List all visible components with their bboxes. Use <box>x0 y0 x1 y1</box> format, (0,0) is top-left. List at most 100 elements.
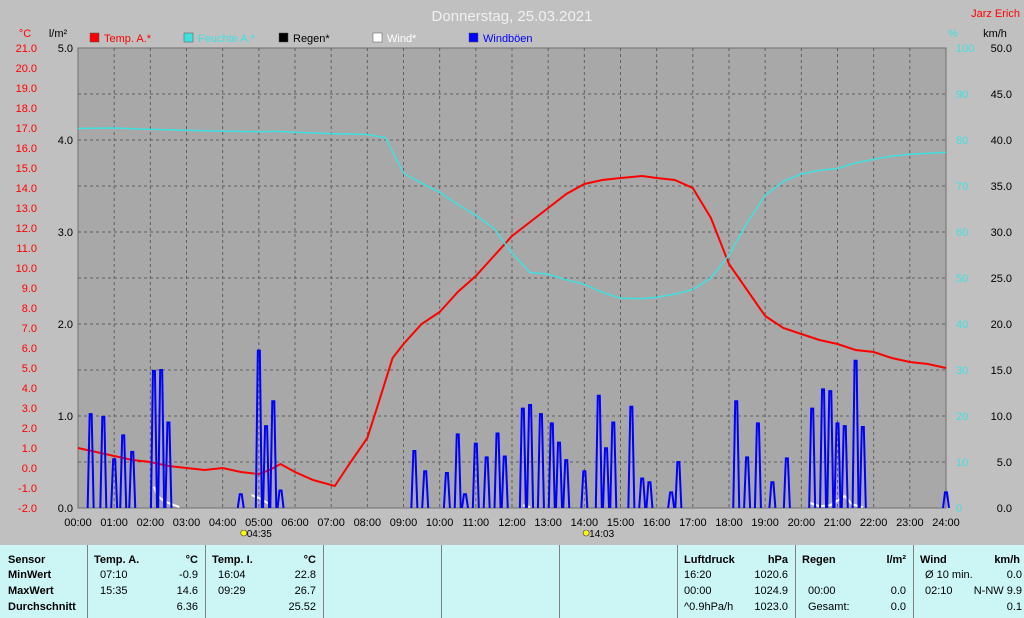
divider <box>913 545 914 618</box>
wind-tick-label: 40.0 <box>991 135 1012 147</box>
wind-gust-spike <box>942 491 950 509</box>
wind-gust-spike <box>594 394 603 509</box>
weather-chart: Donnerstag, 25.03.2021 Jarz Erich °C l/m… <box>16 8 1020 540</box>
divider <box>795 545 796 618</box>
stat-ta-val: 6.36 <box>176 601 198 613</box>
wind-gust-spike <box>262 425 271 509</box>
wind-gust-spike <box>110 458 119 509</box>
temp-tick-label: 3.0 <box>22 403 37 415</box>
wind-gust-spike <box>674 461 683 509</box>
wind-gust-spike <box>580 470 589 509</box>
rain-tick-label: 3.0 <box>58 227 73 239</box>
temp-tick-label: 20.0 <box>16 63 37 75</box>
x-tick-label: 16:00 <box>643 517 671 529</box>
windboeen-series <box>86 349 950 509</box>
temp-tick-label: 19.0 <box>16 83 37 95</box>
header-temp-a-unit: °C <box>185 554 198 566</box>
legend: Temp. A.* Feuchte A.* Regen* Wind* Windböen <box>89 32 533 45</box>
legend-item: Temp. A.* <box>89 32 152 45</box>
wind-line-segment <box>808 494 864 509</box>
stat-p-val: 1024.9 <box>754 585 788 597</box>
wind-gust-spike <box>833 422 842 509</box>
wind-axis-unit: km/h <box>983 28 1007 40</box>
stats-table: Sensor Temp. A. °C Temp. I. °C Luftdruck… <box>0 545 1024 618</box>
humidity-tick-label: 70 <box>956 181 968 193</box>
humidity-tick-label: 60 <box>956 227 968 239</box>
wind-gust-spike <box>254 349 263 509</box>
stat-p-time: 00:00 <box>684 585 712 597</box>
wind-gust-spike <box>645 481 654 509</box>
header-rain-unit: l/m² <box>886 554 906 566</box>
stat-w-val: 0.0 <box>1006 569 1022 581</box>
stat-ta-val: -0.9 <box>179 569 198 581</box>
wind-gust-spike <box>732 400 741 509</box>
humidity-tick-label: 20 <box>956 411 968 423</box>
stat-ta-time: 15:35 <box>100 585 128 597</box>
temp-axis-unit: °C <box>19 28 31 40</box>
temp-tick-label: 4.0 <box>22 383 37 395</box>
stat-ti-time: 09:29 <box>218 585 246 597</box>
wind-gust-spike <box>826 390 835 509</box>
grid <box>78 48 946 508</box>
rain-tick-label: 5.0 <box>58 43 73 55</box>
wind-gust-spike <box>562 459 571 509</box>
temp-tick-label: 15.0 <box>16 163 37 175</box>
x-tick-label: 23:00 <box>896 517 924 529</box>
wind-tick-label: 5.0 <box>997 457 1012 469</box>
wind-gust-spike <box>500 455 509 509</box>
x-tick-label: 09:00 <box>390 517 418 529</box>
wind-gust-spike <box>627 405 636 509</box>
wind-tick-label: 15.0 <box>991 365 1012 377</box>
wind-gust-spike <box>86 413 95 509</box>
sun-icon <box>582 529 590 537</box>
legend-label: Wind* <box>387 33 417 45</box>
wind-tick-label: 45.0 <box>991 89 1012 101</box>
header-temp-i-unit: °C <box>303 554 316 566</box>
stat-label: Durchschnitt <box>8 601 76 613</box>
header-wind-unit: km/h <box>994 554 1020 566</box>
stat-ta-time: 07:10 <box>100 569 128 581</box>
temp-tick-label: 14.0 <box>16 183 37 195</box>
humidity-tick-label: 0 <box>956 503 962 515</box>
header-rain: Regen <box>802 554 836 566</box>
rain-tick-label: 1.0 <box>58 411 73 423</box>
wind-gust-spike <box>602 447 611 509</box>
temp-tick-label: 16.0 <box>16 143 37 155</box>
temp-tick-label: 17.0 <box>16 123 37 135</box>
temp-tick-label: 9.0 <box>22 283 37 295</box>
wind-gust-spike <box>157 369 166 509</box>
x-tick-label: 06:00 <box>281 517 309 529</box>
header-wind: Wind <box>920 554 947 566</box>
x-tick-label: 15:00 <box>607 517 635 529</box>
x-tick-label: 03:00 <box>173 517 201 529</box>
wind-gust-spike <box>128 450 137 509</box>
stat-ta-val: 14.6 <box>176 585 198 597</box>
wind-gust-spike <box>410 449 419 509</box>
stat-p-val: 1020.6 <box>754 569 788 581</box>
stat-r-val: 0.0 <box>890 601 906 613</box>
divider <box>323 545 324 618</box>
stat-ti-val: 22.8 <box>294 569 316 581</box>
x-tick-label: 00:00 <box>64 517 92 529</box>
wind-tick-label: 10.0 <box>991 411 1012 423</box>
sun-marker: 14:03 <box>582 529 615 540</box>
x-tick-label: 13:00 <box>534 517 562 529</box>
legend-item: Wind* <box>372 32 417 45</box>
wind-gust-spike <box>743 456 752 509</box>
wind-gust-spike <box>119 434 128 509</box>
x-tick-label: 18:00 <box>715 517 743 529</box>
humidity-tick-label: 80 <box>956 135 968 147</box>
stat-p-time: 16:20 <box>684 569 712 581</box>
stat-ti-val: 25.52 <box>288 601 316 613</box>
x-tick-label: 08:00 <box>354 517 382 529</box>
legend-swatch <box>468 32 479 43</box>
x-tick-label: 12:00 <box>498 517 526 529</box>
x-tick-label: 21:00 <box>824 517 852 529</box>
wind-gust-spike <box>453 433 462 509</box>
temp-tick-label: 18.0 <box>16 103 37 115</box>
stat-ti-time: 16:04 <box>218 569 246 581</box>
x-tick-label: 24:00 <box>932 517 960 529</box>
temp-tick-label: 13.0 <box>16 203 37 215</box>
humidity-tick-label: 100 <box>956 43 974 55</box>
wind-gust-spike <box>460 493 469 509</box>
